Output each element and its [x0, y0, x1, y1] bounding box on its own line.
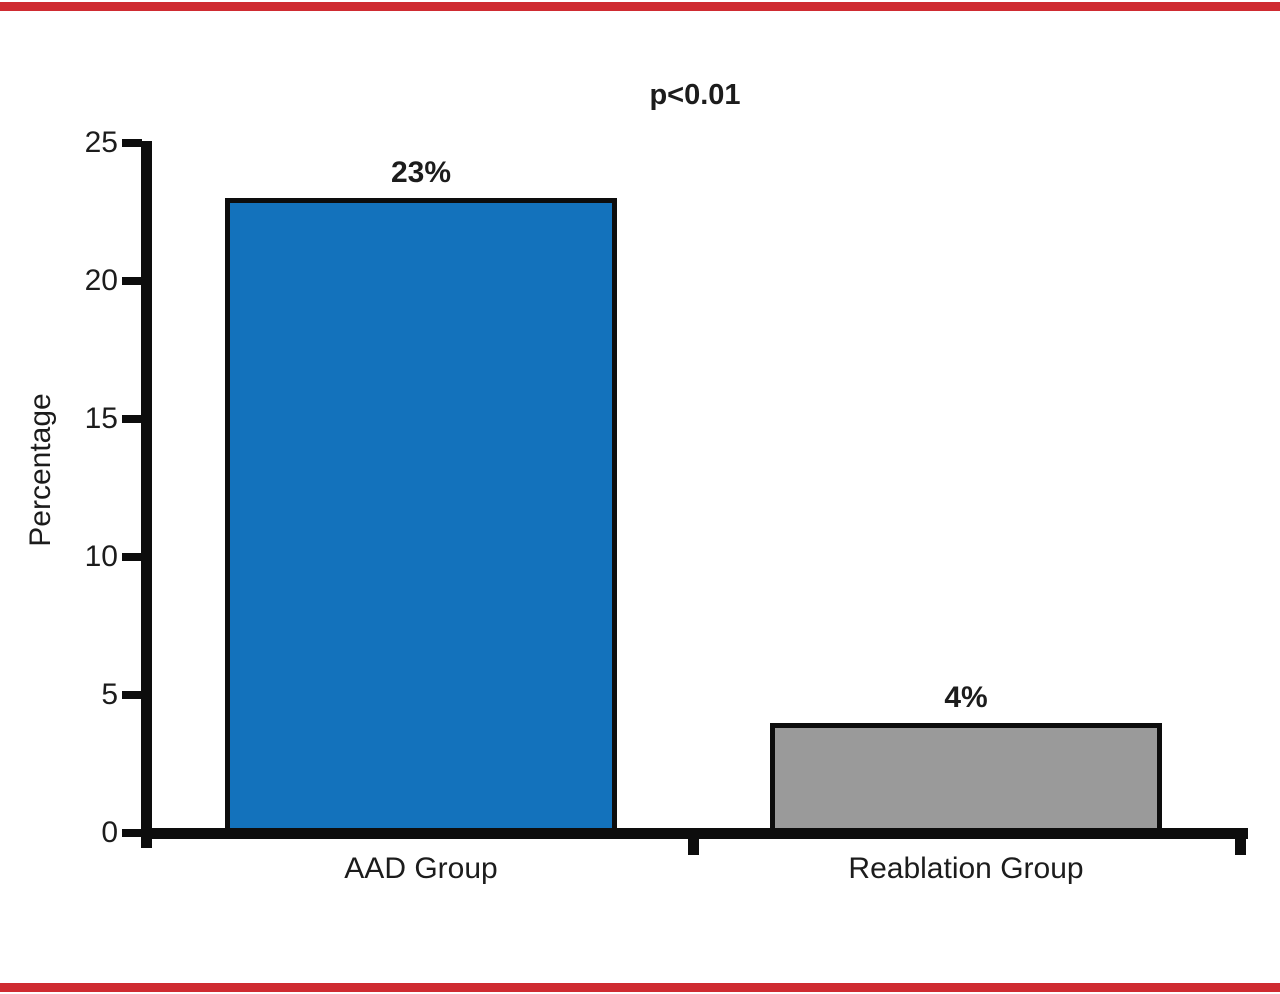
y-tick-label: 25	[84, 126, 118, 159]
y-tick-mark	[122, 553, 142, 561]
top-border-line	[0, 2, 1280, 11]
p-value-annotation: p<0.01	[649, 79, 741, 111]
y-tick-label: 0	[101, 816, 118, 849]
y-tick-label: 20	[84, 264, 118, 297]
bottom-border-line	[0, 983, 1280, 992]
bar-reablation-group	[770, 722, 1162, 833]
x-tick-mark	[688, 839, 699, 855]
x-tick-mark	[1234, 839, 1246, 855]
y-tick-mark	[122, 829, 142, 837]
y-tick-label: 10	[84, 540, 118, 573]
y-tick-mark	[122, 277, 142, 285]
bar-value-label: 23%	[390, 156, 452, 190]
x-category-label: Reablation Group	[848, 852, 1084, 885]
y-axis-line	[141, 141, 152, 848]
y-tick-mark	[122, 139, 142, 147]
x-axis-line	[141, 828, 1248, 839]
y-tick-mark	[122, 691, 142, 699]
x-category-label: AAD Group	[344, 852, 498, 885]
bar-aad-group	[225, 198, 617, 833]
y-tick-mark	[122, 415, 142, 423]
y-tick-label: 5	[101, 678, 118, 711]
y-tick-label: 15	[84, 402, 118, 435]
bar-value-label: 4%	[944, 680, 988, 714]
